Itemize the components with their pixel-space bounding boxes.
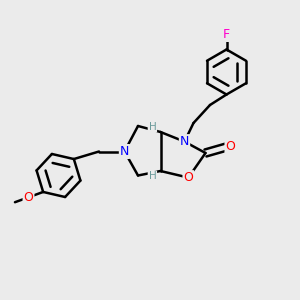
Text: N: N [180, 135, 189, 148]
Text: O: O [226, 140, 235, 154]
Text: H: H [148, 171, 156, 182]
Text: O: O [184, 171, 193, 184]
Text: O: O [24, 191, 33, 204]
Text: H: H [148, 122, 156, 132]
Text: F: F [223, 28, 230, 41]
Text: N: N [120, 145, 129, 158]
